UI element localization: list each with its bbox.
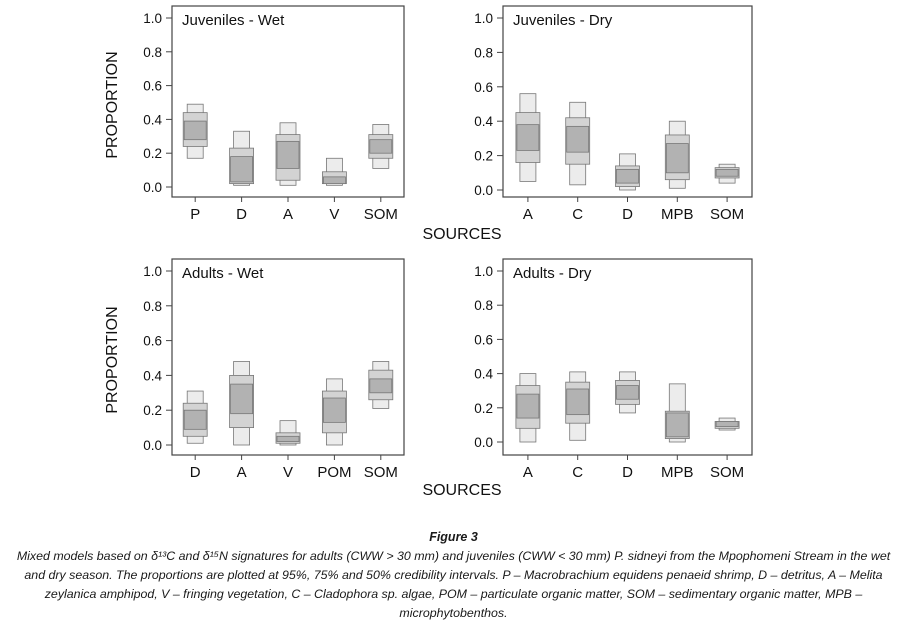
- y-tick-label: 0.0: [474, 435, 493, 450]
- x-tick-label: C: [572, 206, 583, 223]
- panel-title: Adults - Dry: [513, 265, 592, 282]
- x-tick-label: A: [283, 206, 293, 223]
- x-tick-label: SOM: [364, 464, 398, 481]
- credibility-box-ci50: [516, 393, 540, 419]
- y-tick-label: 0.4: [474, 367, 493, 382]
- credibility-box-ci50: [230, 156, 254, 183]
- credibility-box-ci50: [369, 139, 393, 154]
- credibility-box-ci50: [369, 378, 393, 394]
- x-tick-label: D: [622, 464, 633, 481]
- x-tick-label: MPB: [661, 206, 694, 223]
- x-tick-label: MPB: [661, 464, 694, 481]
- credibility-box-ci50: [322, 176, 346, 185]
- panel-title: Juveniles - Wet: [182, 12, 285, 29]
- credibility-box-ci50: [516, 124, 540, 151]
- x-tick-label: D: [236, 206, 247, 223]
- y-tick-label: 0.6: [474, 80, 493, 95]
- y-tick-label: 0.4: [474, 114, 493, 129]
- x-tick-label: P: [190, 206, 200, 223]
- figure-canvas: Juveniles - Wet 0.0 0.2 0.4 0.6 0.8 1.0 P D A V SOM…: [104, 5, 753, 499]
- y-tick-label: 0.8: [143, 299, 162, 314]
- x-tick-label: A: [237, 464, 247, 481]
- credibility-box-ci50: [566, 388, 590, 416]
- y-tick-label: 0.2: [143, 146, 162, 161]
- x-tick-label: D: [622, 206, 633, 223]
- figure-title: Figure 3: [429, 530, 478, 544]
- y-tick-label: 0.6: [143, 79, 162, 94]
- x-tick-label: V: [329, 206, 339, 223]
- credibility-box-ci50: [566, 125, 590, 153]
- credibility-box-ci50: [183, 120, 207, 141]
- chart-panel-3: Adults - Wet 0.0 0.2 0.4 0.6 0.8 1.0 D A V POM SOM P…: [104, 258, 502, 499]
- y-tick-label: 0.2: [474, 149, 493, 164]
- x-tick-label: A: [523, 206, 533, 223]
- credibility-box-ci50: [230, 383, 254, 415]
- y-axis-label: PROPORTION: [104, 306, 121, 413]
- y-tick-label: 0.8: [474, 298, 493, 313]
- y-tick-label: 0.2: [474, 401, 493, 416]
- credibility-box-ci50: [276, 140, 300, 169]
- y-axis-label: PROPORTION: [104, 51, 121, 158]
- credibility-box-ci50: [616, 168, 639, 184]
- y-tick-label: 0.0: [143, 438, 162, 453]
- x-tick-label: C: [572, 464, 583, 481]
- credibility-box-ci50: [665, 143, 689, 174]
- chart-panel-2: Juveniles - Dry 0.0 0.2 0.4 0.6 0.8 1.0 A C D MPB S…: [474, 5, 753, 223]
- y-tick-label: 1.0: [143, 264, 162, 279]
- x-axis-label: SOURCES: [422, 482, 501, 499]
- x-tick-label: POM: [317, 464, 351, 481]
- y-tick-label: 0.4: [143, 112, 162, 127]
- credibility-box-ci50: [665, 412, 689, 438]
- chart-panel-4: Adults - Dry 0.0 0.2 0.4 0.6 0.8 1.0 A C D MPB SOM: [474, 258, 753, 481]
- credibility-box-ci50: [322, 397, 346, 423]
- y-tick-label: 0.2: [143, 403, 162, 418]
- panel-title: Adults - Wet: [182, 265, 264, 282]
- credibility-box-ci50: [276, 435, 300, 442]
- x-tick-label: V: [283, 464, 293, 481]
- y-tick-label: 1.0: [143, 11, 162, 26]
- credibility-box-ci50: [616, 385, 639, 400]
- credibility-box-ci50: [715, 421, 739, 428]
- x-tick-label: SOM: [364, 206, 398, 223]
- panel-title: Juveniles - Dry: [513, 12, 613, 29]
- y-tick-label: 0.6: [143, 334, 162, 349]
- x-tick-label: SOM: [710, 206, 744, 223]
- y-tick-label: 1.0: [474, 264, 493, 279]
- figure-caption-block: Figure 3 Mixed models based on δ¹³C and …: [0, 528, 907, 623]
- y-tick-label: 0.0: [474, 183, 493, 198]
- credibility-box-ci50: [715, 168, 739, 177]
- x-tick-label: SOM: [710, 464, 744, 481]
- y-tick-label: 0.6: [474, 332, 493, 347]
- y-tick-label: 0.0: [143, 180, 162, 195]
- figure-caption: Mixed models based on δ¹³C and δ¹⁵N sign…: [16, 549, 891, 620]
- x-axis-label: SOURCES: [422, 226, 501, 243]
- x-tick-label: A: [523, 464, 533, 481]
- chart-panel-1: Juveniles - Wet 0.0 0.2 0.4 0.6 0.8 1.0 P D A V SOM…: [104, 5, 502, 243]
- y-tick-label: 0.8: [474, 45, 493, 60]
- y-tick-label: 0.8: [143, 45, 162, 60]
- plot-frame: [502, 258, 753, 456]
- y-tick-label: 1.0: [474, 11, 493, 26]
- credibility-box-ci50: [183, 409, 207, 430]
- x-tick-label: D: [190, 464, 201, 481]
- y-tick-label: 0.4: [143, 368, 162, 383]
